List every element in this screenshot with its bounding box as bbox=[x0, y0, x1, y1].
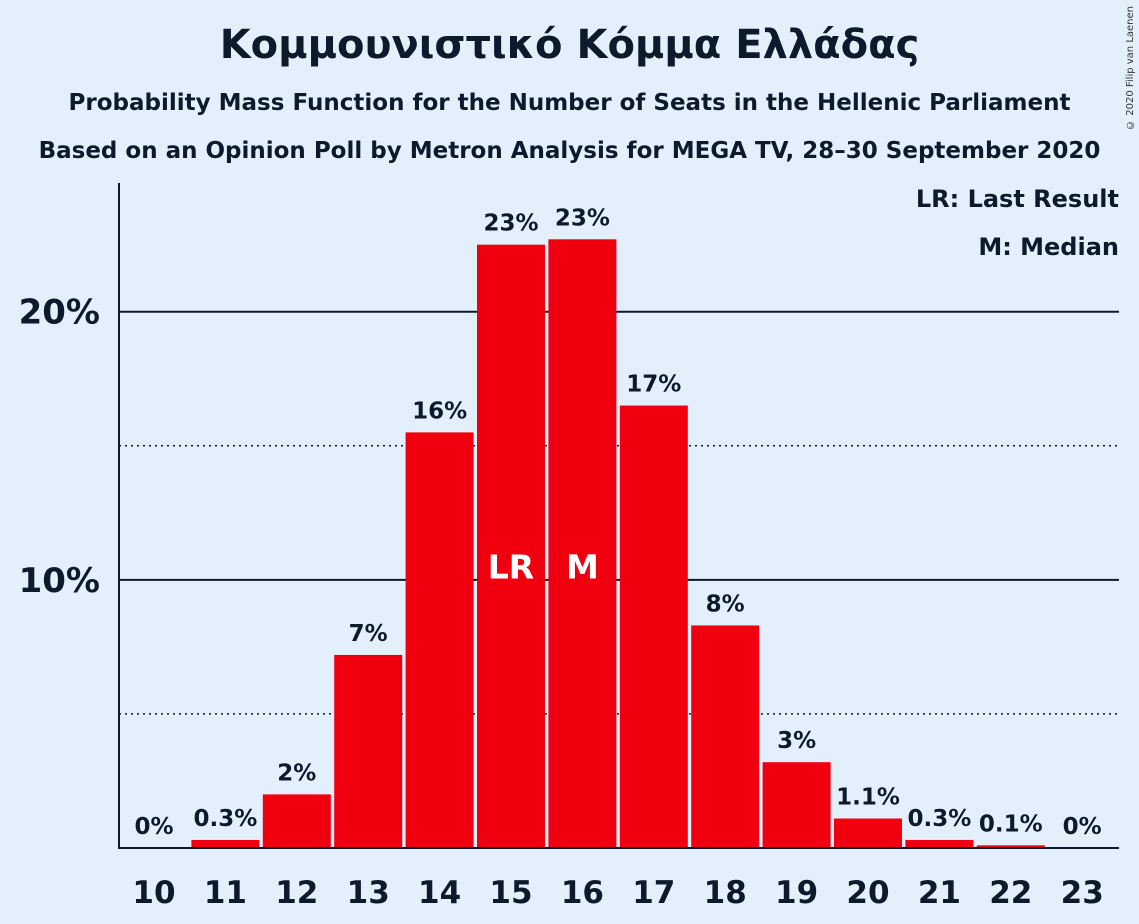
chart-title: Κομμουνιστικό Κόμμα Ελλάδας bbox=[219, 22, 920, 68]
x-tick-label: 13 bbox=[347, 875, 390, 911]
data-label: 2% bbox=[277, 760, 316, 786]
x-tick-label: 10 bbox=[132, 875, 175, 911]
x-tick-label: 11 bbox=[204, 875, 247, 911]
bar bbox=[834, 818, 902, 848]
x-tick-label: 18 bbox=[704, 875, 747, 911]
x-tick-label: 23 bbox=[1061, 875, 1104, 911]
x-tick-label: 16 bbox=[561, 875, 604, 911]
data-label: 0% bbox=[134, 814, 173, 840]
y-tick-label: 10% bbox=[19, 561, 100, 601]
chart-source: Based on an Opinion Poll by Metron Analy… bbox=[38, 138, 1101, 164]
bar bbox=[334, 654, 403, 848]
y-tick-label: 20% bbox=[19, 293, 100, 333]
x-tick-label: 21 bbox=[918, 875, 961, 911]
bar bbox=[905, 839, 974, 848]
bar bbox=[976, 845, 1045, 848]
legend-median: M: Median bbox=[978, 233, 1119, 261]
data-label: 0.3% bbox=[908, 806, 972, 832]
data-label: 23% bbox=[555, 205, 610, 231]
bar bbox=[405, 432, 474, 848]
data-label: 3% bbox=[777, 728, 816, 754]
data-label: 23% bbox=[483, 211, 538, 237]
data-label: 1.1% bbox=[836, 785, 900, 811]
x-tick-label: 12 bbox=[275, 875, 318, 911]
x-tick-label: 17 bbox=[632, 875, 675, 911]
data-label: 7% bbox=[349, 621, 388, 647]
data-label: 0% bbox=[1063, 814, 1102, 840]
bar bbox=[477, 244, 545, 848]
data-label: 0.3% bbox=[194, 806, 258, 832]
data-label: 0.1% bbox=[979, 811, 1043, 837]
bar bbox=[191, 839, 260, 848]
bar-marker: M bbox=[566, 547, 599, 586]
bar bbox=[548, 239, 617, 848]
x-tick-label: 22 bbox=[989, 875, 1032, 911]
bar-marker: LR bbox=[488, 547, 534, 586]
x-tick-label: 14 bbox=[418, 875, 461, 911]
data-label: 17% bbox=[626, 372, 681, 398]
bar bbox=[619, 405, 688, 848]
x-tick-label: 19 bbox=[775, 875, 818, 911]
bar bbox=[262, 794, 331, 848]
data-label: 8% bbox=[706, 591, 745, 617]
x-tick-label: 15 bbox=[489, 875, 532, 911]
legend-last-result: LR: Last Result bbox=[915, 185, 1119, 213]
chart-subtitle: Probability Mass Function for the Number… bbox=[68, 90, 1071, 116]
bar bbox=[691, 625, 760, 848]
data-label: 16% bbox=[412, 398, 467, 424]
x-tick-label: 20 bbox=[846, 875, 889, 911]
bar bbox=[762, 762, 831, 848]
